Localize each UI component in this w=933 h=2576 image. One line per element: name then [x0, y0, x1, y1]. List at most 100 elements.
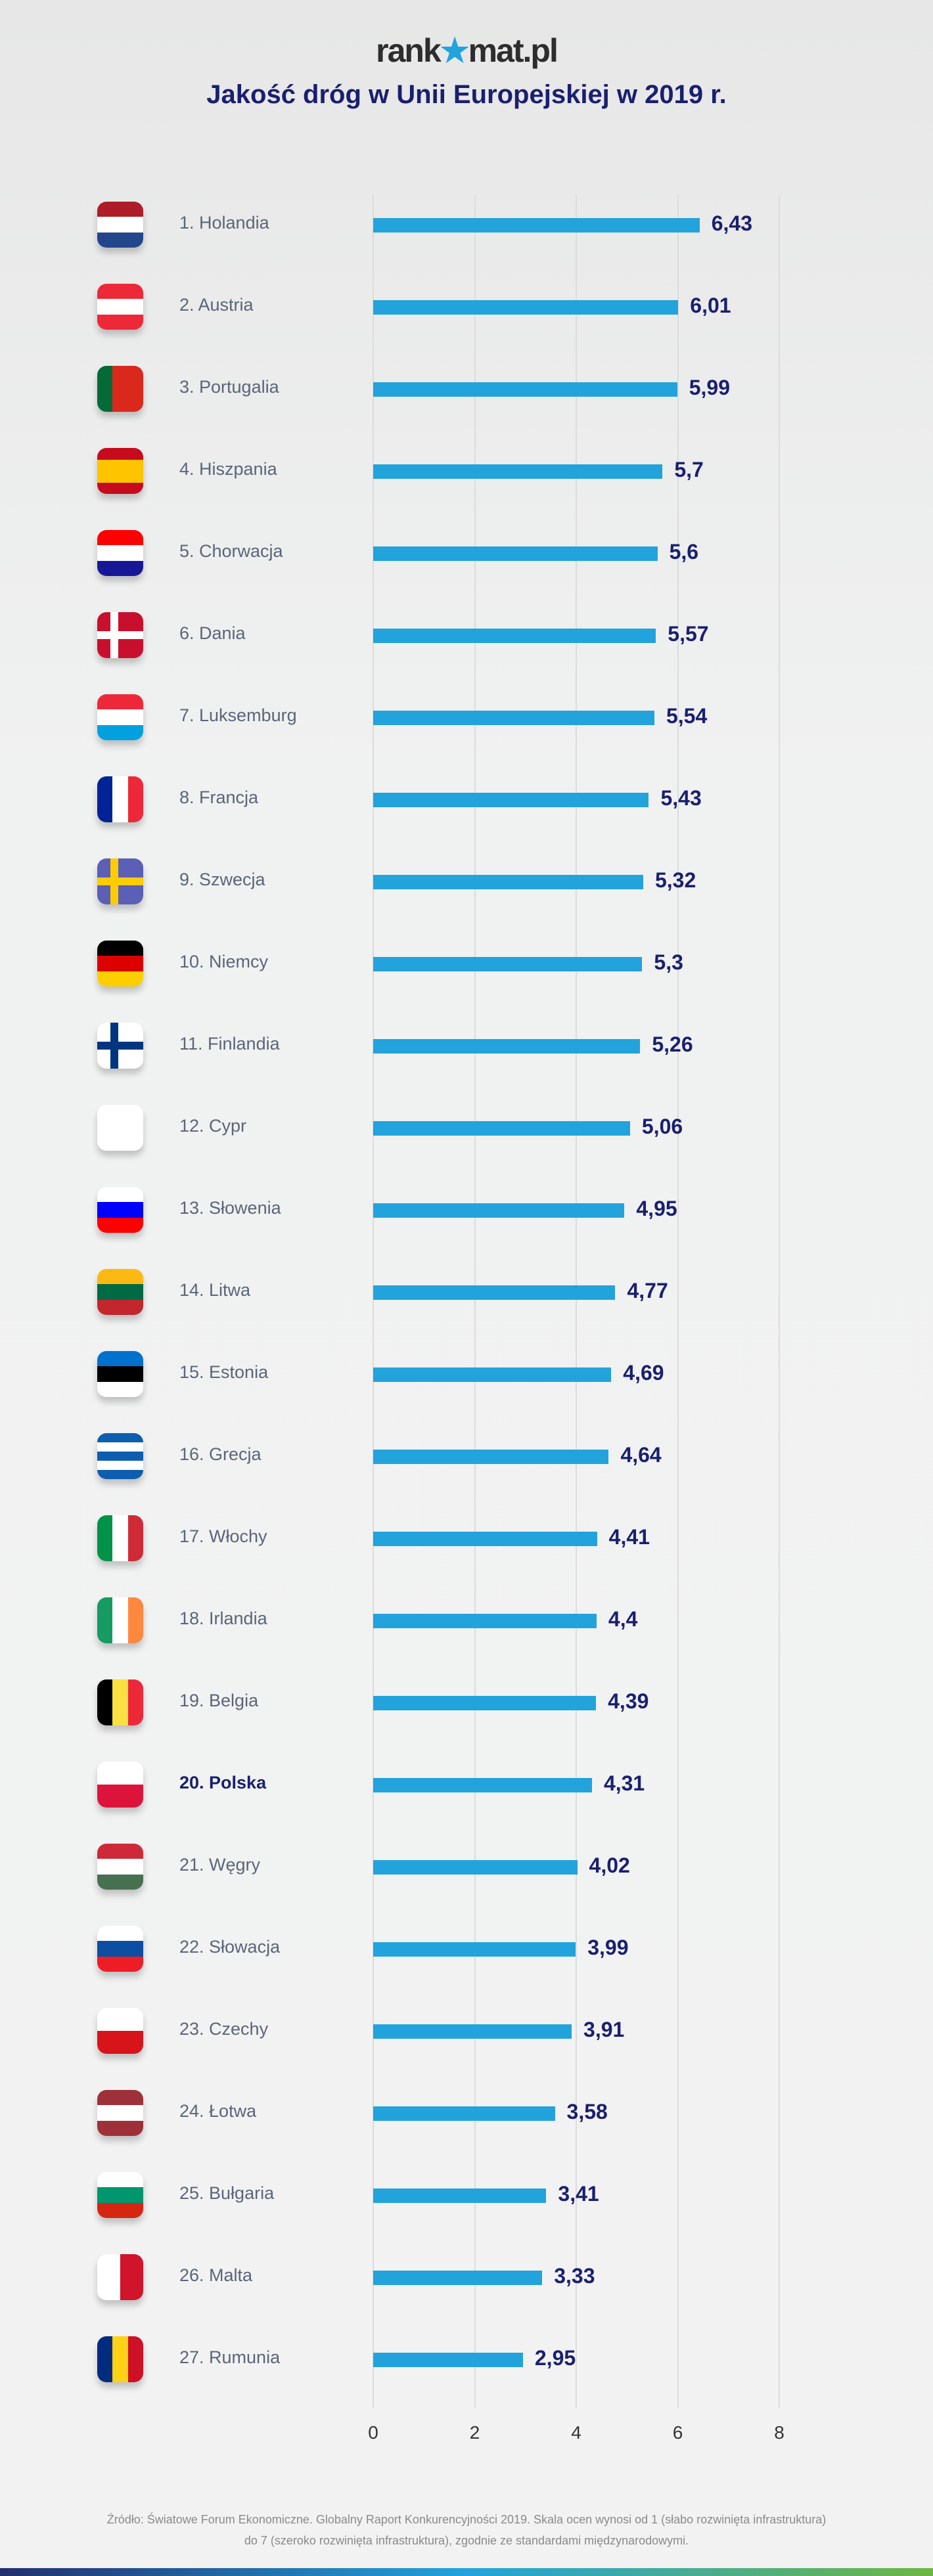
country-label: 8. Francja — [179, 788, 259, 807]
country-label: 23. Czechy — [179, 2019, 269, 2039]
gridline — [474, 194, 476, 2408]
chart-row: 1. Holandia 6,43 — [0, 184, 933, 266]
country-label: 12. Cypr — [179, 1116, 247, 1136]
flag-icon — [97, 2090, 143, 2136]
flag-icon — [97, 530, 143, 576]
bar — [373, 1285, 616, 1300]
country-label: 5. Chorwacja — [179, 541, 283, 561]
country-label: 27. Rumunia — [179, 2347, 281, 2367]
x-tick-label: 8 — [774, 2422, 785, 2443]
country-label: 2. Austria — [179, 295, 254, 315]
flag-icon — [97, 1023, 143, 1069]
chart-title: Jakość dróg w Unii Europejskiej w 2019 r… — [206, 80, 727, 109]
chart-row: 22. Słowacja 3,99 — [0, 1908, 933, 1990]
country-label: 4. Hiszpania — [179, 459, 277, 479]
chart-row: 25. Bułgaria 3,41 — [0, 2154, 933, 2236]
flag-icon — [97, 1187, 143, 1233]
gridline — [576, 194, 577, 2408]
value-label: 4,95 — [636, 1197, 677, 1220]
chart-row: 9. Szwecja 5,32 — [0, 841, 933, 923]
source-line-2: do 7 (szeroko rozwinięta infrastruktura)… — [244, 2534, 689, 2547]
country-label: 24. Łotwa — [179, 2101, 257, 2121]
bar — [373, 629, 656, 643]
value-label: 2,95 — [534, 2346, 576, 2370]
bar — [373, 1614, 597, 1628]
country-label: 6. Dania — [179, 623, 246, 643]
value-label: 4,39 — [608, 1689, 649, 1713]
chart-row: 26. Malta 3,33 — [0, 2236, 933, 2319]
bar — [373, 1121, 630, 1136]
country-label: 16. Grecja — [179, 1444, 262, 1464]
value-label: 5,57 — [668, 622, 709, 646]
flag-icon — [97, 1844, 143, 1890]
logo-text-domain: mat.pl — [468, 32, 558, 69]
country-label: 25. Bułgaria — [179, 2183, 275, 2203]
country-label: 3. Portugalia — [179, 377, 279, 397]
gridline — [677, 194, 679, 2408]
value-label: 4,64 — [620, 1443, 662, 1467]
bar — [373, 793, 649, 807]
chart-row: 20. Polska 4,31 — [0, 1744, 933, 1826]
bar — [373, 464, 663, 479]
bar — [373, 1860, 578, 1875]
source-line-1: Źródło: Światowe Forum Ekonomiczne. Glob… — [106, 2513, 827, 2526]
country-label: 20. Polska — [179, 1773, 267, 1792]
rankomat-logo: rank★mat.pl — [0, 32, 933, 70]
bar — [373, 1203, 625, 1218]
chart-row: 13. Słowenia 4,95 — [0, 1169, 933, 1251]
value-label: 3,58 — [566, 2100, 608, 2123]
bar — [373, 1367, 612, 1382]
flag-icon — [97, 1351, 143, 1397]
chart-row: 8. Francja 5,43 — [0, 759, 933, 841]
chart-row: 16. Grecja 4,64 — [0, 1415, 933, 1498]
x-tick-label: 4 — [571, 2422, 581, 2443]
value-label: 4,4 — [608, 1607, 638, 1631]
value-label: 5,43 — [660, 786, 702, 810]
value-label: 3,91 — [583, 2018, 625, 2041]
chart-row: 24. Łotwa 3,58 — [0, 2072, 933, 2154]
x-tick-label: 6 — [672, 2422, 683, 2443]
value-label: 5,26 — [652, 1033, 693, 1056]
chart-row: 6. Dania 5,57 — [0, 594, 933, 677]
value-label: 5,3 — [654, 950, 683, 974]
bar — [373, 2353, 523, 2367]
value-label: 5,54 — [666, 704, 708, 728]
bar — [373, 1450, 609, 1464]
value-label: 6,01 — [690, 294, 731, 317]
bar — [373, 546, 658, 561]
chart-row: 3. Portugalia 5,99 — [0, 348, 933, 430]
flag-icon — [97, 776, 143, 822]
flag-icon — [97, 1105, 143, 1151]
source-note: Źródło: Światowe Forum Ekonomiczne. Glob… — [53, 2509, 880, 2551]
flag-icon — [97, 1269, 143, 1315]
chart-row: 19. Belgia 4,39 — [0, 1662, 933, 1744]
flag-icon — [97, 1433, 143, 1479]
value-label: 4,02 — [589, 1854, 630, 1877]
bar — [373, 1778, 592, 1792]
flag-icon — [97, 2254, 143, 2300]
bottom-gradient-bar — [0, 2568, 933, 2576]
country-label: 1. Holandia — [179, 213, 269, 233]
country-label: 13. Słowenia — [179, 1198, 281, 1218]
bar — [373, 2024, 572, 2039]
value-label: 3,33 — [554, 2264, 595, 2288]
gridline — [373, 194, 374, 2408]
value-label: 5,06 — [641, 1115, 683, 1138]
value-label: 5,6 — [669, 540, 699, 564]
bar — [373, 711, 654, 725]
flag-icon — [97, 1762, 143, 1808]
value-label: 5,7 — [674, 458, 704, 481]
x-tick-label: 0 — [368, 2422, 378, 2443]
bar — [373, 1532, 597, 1546]
gridline — [779, 194, 780, 2408]
value-label: 3,99 — [587, 1936, 629, 1959]
value-label: 4,77 — [627, 1279, 668, 1302]
country-label: 19. Belgia — [179, 1691, 259, 1710]
logo-text: rank — [376, 32, 442, 69]
flag-icon — [97, 694, 143, 740]
chart-row: 12. Cypr 5,06 — [0, 1087, 933, 1169]
chart-row: 23. Czechy 3,91 — [0, 1990, 933, 2072]
flag-icon — [97, 366, 143, 412]
value-label: 5,32 — [654, 868, 696, 892]
country-label: 26. Malta — [179, 2265, 253, 2285]
